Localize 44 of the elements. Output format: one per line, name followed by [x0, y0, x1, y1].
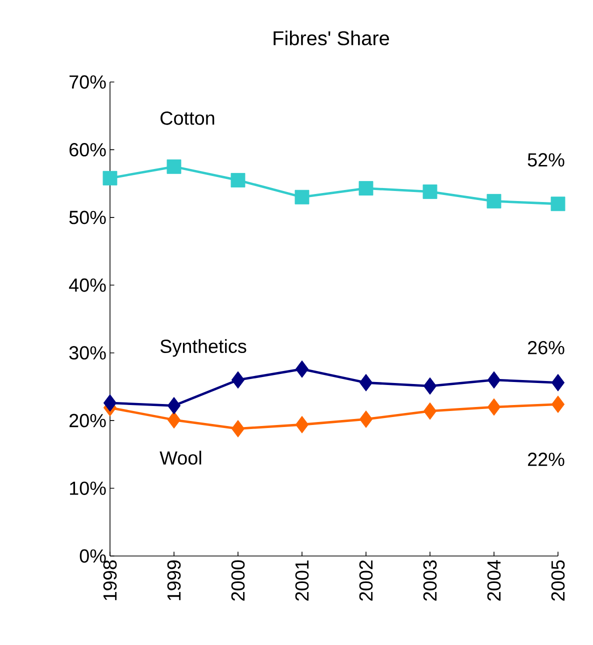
y-tick-label: 30% [69, 346, 106, 360]
point [231, 371, 245, 389]
point [487, 398, 501, 416]
chart-title: Fibres' Share [274, 30, 390, 46]
point [422, 184, 438, 199]
data-label: 52% [528, 153, 564, 167]
x-tick-label: 2005 [551, 560, 565, 601]
point [486, 194, 502, 208]
point [487, 371, 501, 389]
point [358, 181, 374, 196]
point [423, 402, 437, 420]
point [167, 411, 181, 429]
y-tick-label: 70% [70, 75, 106, 89]
point [551, 396, 565, 414]
series-label: Wool [160, 450, 202, 465]
point [359, 374, 373, 392]
point [230, 172, 246, 188]
x-tick-label: 2002 [359, 560, 373, 601]
y-tick-label: 20% [70, 414, 106, 428]
point [423, 377, 437, 395]
data-label: 22% [528, 452, 564, 466]
series-label: Synthetics [160, 339, 246, 357]
point [166, 159, 182, 174]
point [103, 394, 117, 412]
series-label: Cotton [160, 111, 214, 125]
x-tick-label: 1999 [167, 560, 181, 600]
y-tick-label: 40% [69, 278, 106, 292]
point [231, 420, 245, 438]
data-label: 26% [528, 340, 564, 354]
y-tick-label: 50% [69, 210, 106, 224]
point [550, 196, 566, 212]
x-tick-label: 2003 [423, 560, 437, 601]
point [295, 416, 309, 434]
point [294, 190, 310, 204]
point [359, 410, 373, 428]
point [167, 396, 181, 414]
point [102, 170, 118, 186]
y-tick-label: 10% [70, 482, 106, 495]
x-tick-label: 2000 [231, 560, 245, 601]
point [551, 374, 565, 392]
y-tick-label: 60% [70, 143, 106, 156]
x-tick-label: 2004 [487, 560, 501, 601]
x-tick-label: 2001 [295, 560, 309, 601]
point [295, 360, 309, 378]
